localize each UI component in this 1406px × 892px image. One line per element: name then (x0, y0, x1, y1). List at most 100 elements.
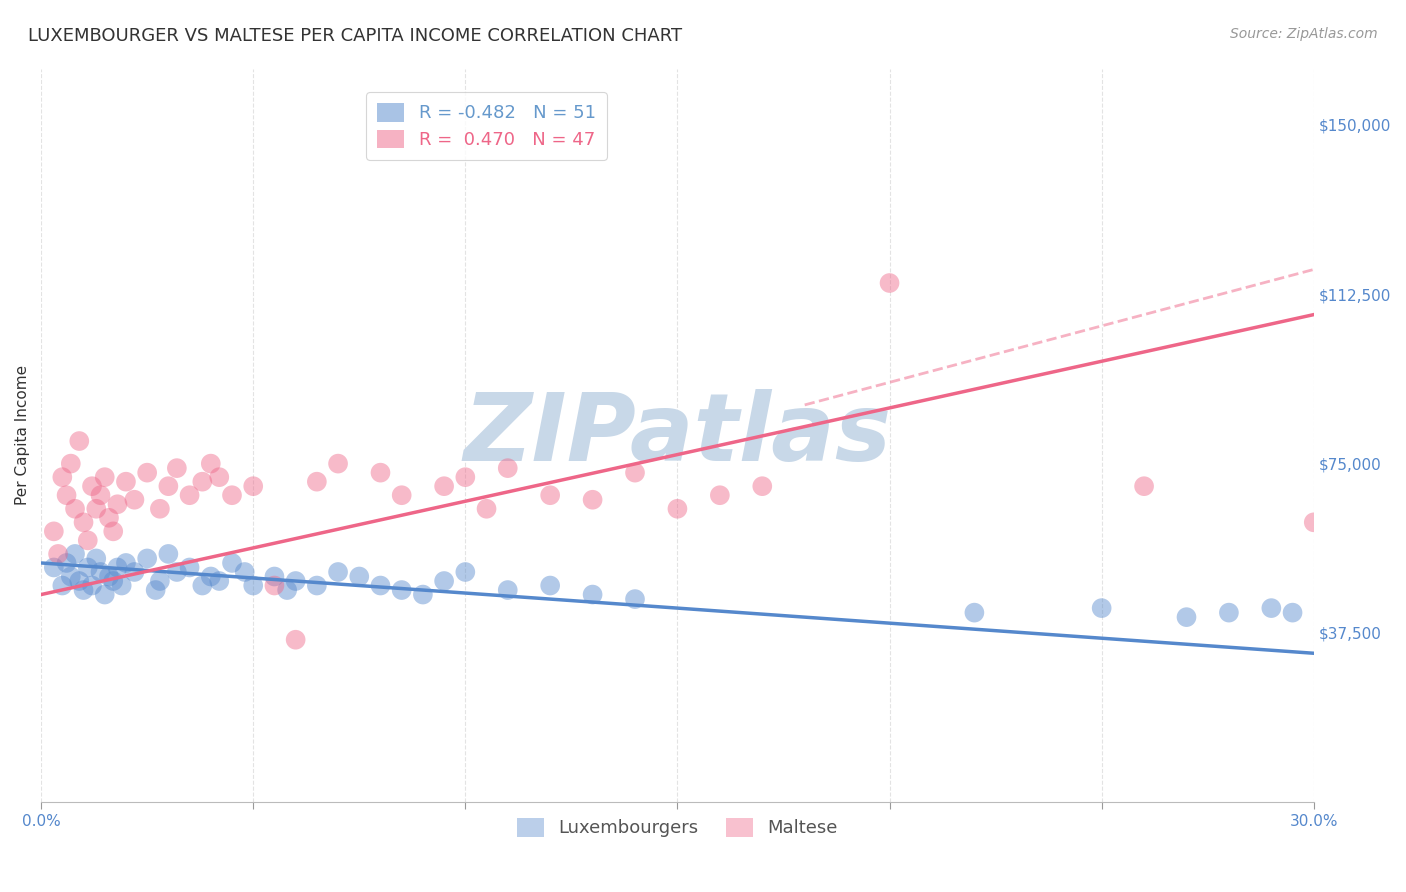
Point (624, 592, 647, 607)
Point (326, 457, 349, 471)
Point (166, 565, 188, 579)
Point (42, 524, 65, 539)
Point (103, 574, 125, 588)
Point (412, 588, 434, 602)
Point (80, 479, 103, 493)
Point (93, 588, 115, 602)
Point (433, 574, 456, 588)
Point (709, 488, 731, 502)
Point (63, 501, 86, 516)
Point (538, 488, 561, 502)
Point (349, 569, 371, 583)
Point (149, 501, 172, 516)
Point (76, 533, 98, 548)
Point (1302, 516, 1324, 530)
Point (157, 547, 180, 561)
Point (242, 479, 264, 493)
Point (370, 466, 392, 480)
Point (59, 457, 82, 471)
Point (191, 475, 214, 489)
Point (305, 475, 328, 489)
Point (1091, 601, 1114, 615)
Point (136, 551, 159, 566)
Point (208, 574, 231, 588)
Point (98, 510, 121, 524)
Point (433, 479, 456, 493)
Point (496, 461, 519, 475)
Y-axis label: Per Capita Income: Per Capita Income (15, 366, 30, 506)
Point (124, 565, 146, 579)
Point (67, 574, 90, 588)
Point (475, 501, 498, 516)
Point (72, 516, 94, 530)
Point (42, 560, 65, 574)
Text: LUXEMBOURGER VS MALTESE PER CAPITA INCOME CORRELATION CHART: LUXEMBOURGER VS MALTESE PER CAPITA INCOM… (28, 27, 682, 45)
Point (581, 588, 603, 602)
Point (1260, 601, 1282, 615)
Point (103, 524, 125, 539)
Point (666, 501, 689, 516)
Point (93, 470, 115, 484)
Point (208, 470, 231, 484)
Point (191, 578, 214, 592)
Point (98, 569, 121, 583)
Point (242, 578, 264, 592)
Point (326, 565, 349, 579)
Point (454, 565, 477, 579)
Point (55, 488, 77, 502)
Point (107, 560, 129, 574)
Point (221, 556, 243, 570)
Point (63, 547, 86, 561)
Point (581, 492, 603, 507)
Point (233, 565, 256, 579)
Point (84, 551, 107, 566)
Point (55, 556, 77, 570)
Point (200, 569, 222, 583)
Point (111, 578, 134, 592)
Point (263, 569, 285, 583)
Point (1281, 606, 1303, 620)
Point (149, 574, 172, 588)
Point (179, 560, 201, 574)
Point (276, 582, 298, 597)
Point (284, 632, 307, 647)
Point (107, 497, 129, 511)
Point (124, 492, 146, 507)
Point (263, 578, 285, 592)
Point (1133, 479, 1156, 493)
Point (179, 488, 201, 502)
Point (80, 578, 103, 592)
Legend: Luxembourgers, Maltese: Luxembourgers, Maltese (510, 811, 845, 845)
Point (89, 565, 111, 579)
Point (454, 470, 477, 484)
Text: Source: ZipAtlas.com: Source: ZipAtlas.com (1230, 27, 1378, 41)
Point (115, 556, 138, 570)
Point (72, 582, 94, 597)
Point (305, 578, 328, 592)
Point (51, 470, 73, 484)
Point (157, 479, 180, 493)
Point (751, 479, 773, 493)
Point (1175, 610, 1198, 624)
Point (166, 461, 188, 475)
Point (46, 547, 69, 561)
Point (221, 488, 243, 502)
Point (1218, 606, 1240, 620)
Point (67, 434, 90, 448)
Point (538, 578, 561, 592)
Point (51, 578, 73, 592)
Point (879, 276, 901, 290)
Point (624, 466, 647, 480)
Text: ZIPatlas: ZIPatlas (464, 390, 891, 482)
Point (76, 560, 98, 574)
Point (391, 488, 413, 502)
Point (284, 574, 307, 588)
Point (89, 488, 111, 502)
Point (200, 457, 222, 471)
Point (136, 466, 159, 480)
Point (115, 475, 138, 489)
Point (145, 582, 167, 597)
Point (59, 569, 82, 583)
Point (963, 606, 986, 620)
Point (391, 582, 413, 597)
